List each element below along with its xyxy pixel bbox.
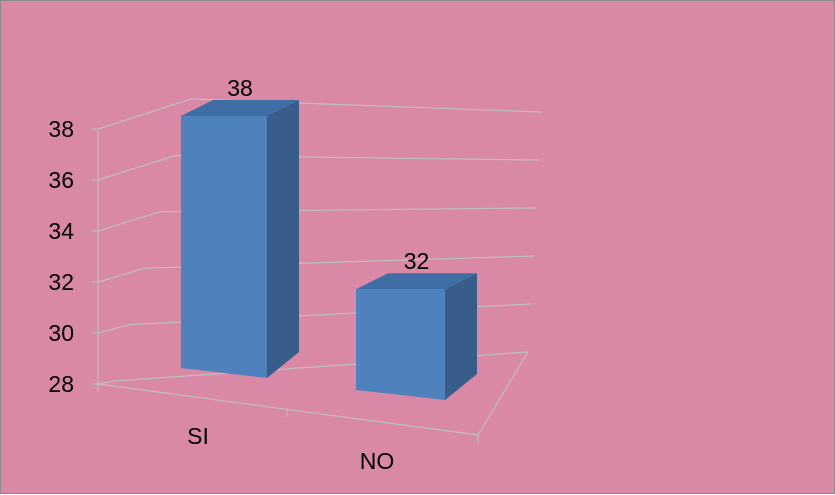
gridline-36 (97, 154, 539, 181)
axes (92, 128, 529, 443)
bar-front-face (181, 116, 267, 378)
bar-side-face (445, 273, 477, 400)
category-label-NO: NO (360, 448, 395, 474)
floor-right-edge (477, 351, 529, 436)
data-label-NO: 32 (404, 248, 430, 274)
y-tick-label: 36 (48, 167, 74, 193)
gridline-38 (97, 98, 542, 130)
category-label-SI: SI (187, 423, 209, 449)
y-tick-label: 34 (48, 218, 74, 244)
bar-SI (181, 100, 299, 378)
labels: 28 30 32 34 36 38 38 32 SI NO (48, 75, 429, 474)
bar-front-face (356, 289, 445, 400)
bar-top-face (181, 100, 299, 116)
x-axis-line (97, 383, 479, 436)
y-tick-label: 28 (48, 371, 74, 397)
bar-NO (356, 273, 477, 400)
data-label-SI: 38 (227, 75, 253, 101)
y-tick-label: 30 (48, 320, 74, 346)
bar-top-face (356, 273, 477, 290)
bar-side-face (267, 100, 299, 378)
y-tick-label: 38 (48, 116, 74, 142)
gridline-32 (97, 255, 534, 283)
gridline-34 (97, 207, 536, 232)
y-tick-label: 32 (48, 269, 74, 295)
bars (181, 100, 477, 400)
